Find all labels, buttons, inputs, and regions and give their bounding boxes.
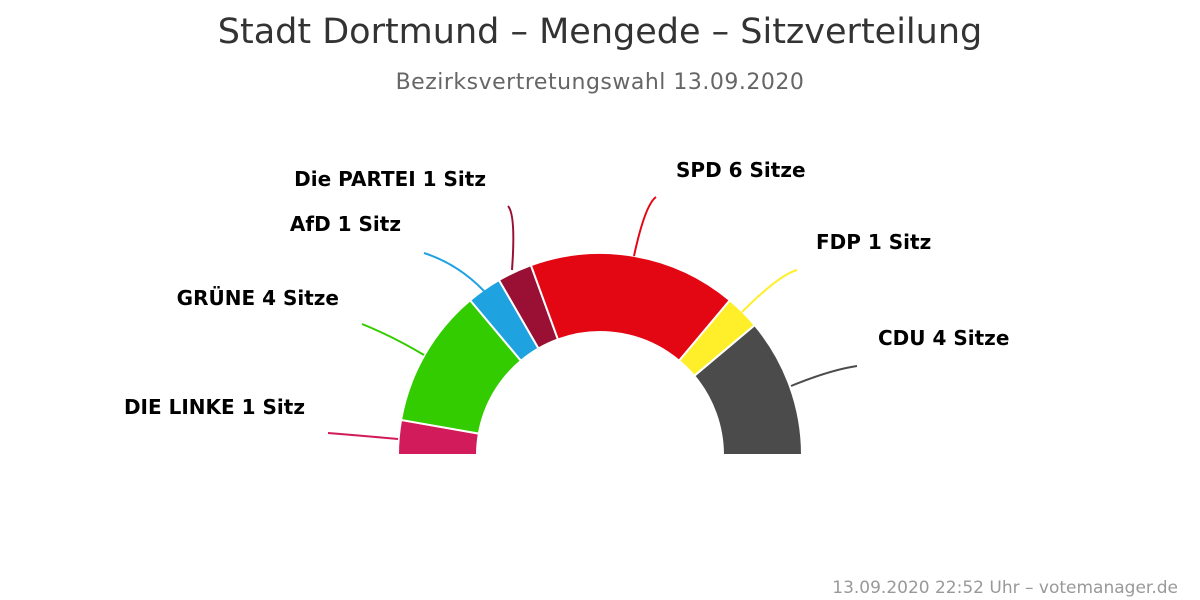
label-fdp: FDP 1 Sitz [816, 230, 931, 254]
label-spd: SPD 6 Sitze [676, 158, 806, 182]
connector-fdp [741, 269, 798, 313]
connector-die-partei [507, 205, 515, 271]
connector-cdu [790, 365, 858, 387]
label-die-partei: Die PARTEI 1 Sitz [294, 167, 486, 191]
label-gruene: GRÜNE 4 Sitze [177, 286, 339, 310]
chart-subtitle: Bezirksvertretungswahl 13.09.2020 [395, 70, 805, 95]
connector-afd [423, 252, 485, 292]
footer-credit: 13.09.2020 22:52 Uhr – votemanager.de [832, 578, 1178, 598]
label-die-linke: DIE LINKE 1 Sitz [124, 395, 305, 419]
label-afd: AfD 1 Sitz [290, 212, 401, 236]
connector-die-linke [327, 432, 399, 440]
connector-gruene [361, 323, 425, 356]
slice-cdu[interactable] [692, 323, 804, 456]
label-cdu: CDU 4 Sitze [878, 326, 1009, 350]
chart-title: Stadt Dortmund – Mengede – Sitzverteilun… [217, 12, 983, 52]
connector-spd [633, 196, 657, 257]
